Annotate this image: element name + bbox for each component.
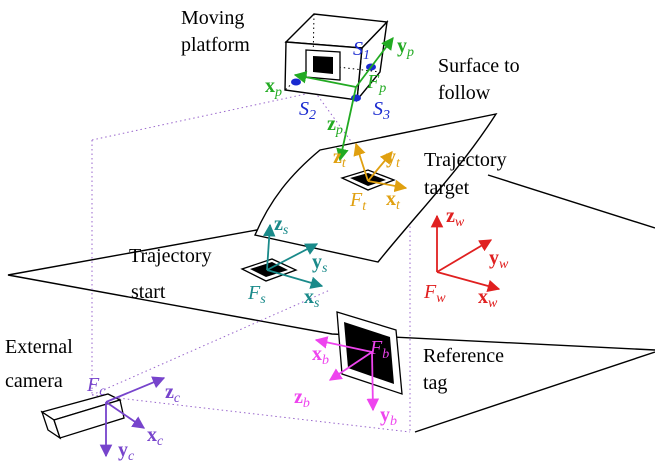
world-frame (430, 214, 501, 293)
label-target-z: zt (333, 146, 347, 171)
label-moving-platform-line2: platform (181, 34, 250, 56)
label-trajectory-target-line2: target (424, 177, 470, 199)
label-sensor-s3: S3 (373, 98, 390, 123)
label-surface-line1: Surface to (438, 55, 520, 77)
label-trajectory-target-line1: Trajectory (424, 149, 507, 171)
label-target-origin: Ft (349, 189, 367, 214)
label-tag-z: zb (294, 386, 310, 411)
label-world-z: zw (446, 205, 465, 230)
surface-to-follow (254, 112, 498, 263)
label-world-origin: Fw (423, 281, 446, 306)
camera-frame (99, 376, 166, 458)
label-trajectory-start-line1: Trajectory (129, 245, 212, 267)
label-platform-y: yp (397, 35, 414, 60)
label-tag-origin: Fb (369, 337, 389, 362)
label-sensor-s1: S1 (353, 38, 370, 63)
label-start-origin: Fs (247, 282, 266, 307)
label-moving-platform-line1: Moving (181, 7, 244, 29)
sensor-s2-dot (291, 78, 301, 86)
label-surface-line2: follow (438, 82, 491, 104)
label-target-y: yt (386, 146, 401, 171)
moving-platform-cube (284, 13, 389, 103)
label-external-camera-line1: External (5, 336, 73, 358)
label-platform-x: xp (265, 75, 282, 100)
label-start-z: zs (274, 213, 289, 238)
label-camera-x: xc (147, 424, 164, 449)
label-tag-y: yb (380, 404, 397, 429)
camera-rays (91, 91, 411, 433)
label-sensor-s2: S2 (299, 98, 316, 123)
label-start-y: ys (312, 251, 328, 276)
start-frame (262, 223, 324, 289)
label-target-x: xt (386, 188, 401, 213)
label-reference-tag-line1: Reference (423, 345, 504, 367)
label-camera-y: yc (118, 439, 135, 464)
label-platform-origin: Fp (366, 71, 386, 96)
label-external-camera-line2: camera (5, 370, 63, 392)
label-camera-origin: Fc (86, 374, 106, 399)
ground-plane (7, 174, 655, 433)
label-tag-x: xb (312, 343, 329, 368)
label-camera-z: zc (165, 381, 181, 406)
label-trajectory-start-line2: start (131, 281, 166, 303)
label-reference-tag-line2: tag (423, 372, 447, 394)
label-start-x: xs (304, 286, 320, 311)
target-frame (353, 142, 408, 193)
label-platform-z: zp (327, 113, 343, 138)
tag-frame (314, 336, 380, 412)
platform-frame (293, 36, 394, 162)
label-world-y: yw (489, 247, 509, 272)
label-world-x: xw (478, 286, 498, 311)
